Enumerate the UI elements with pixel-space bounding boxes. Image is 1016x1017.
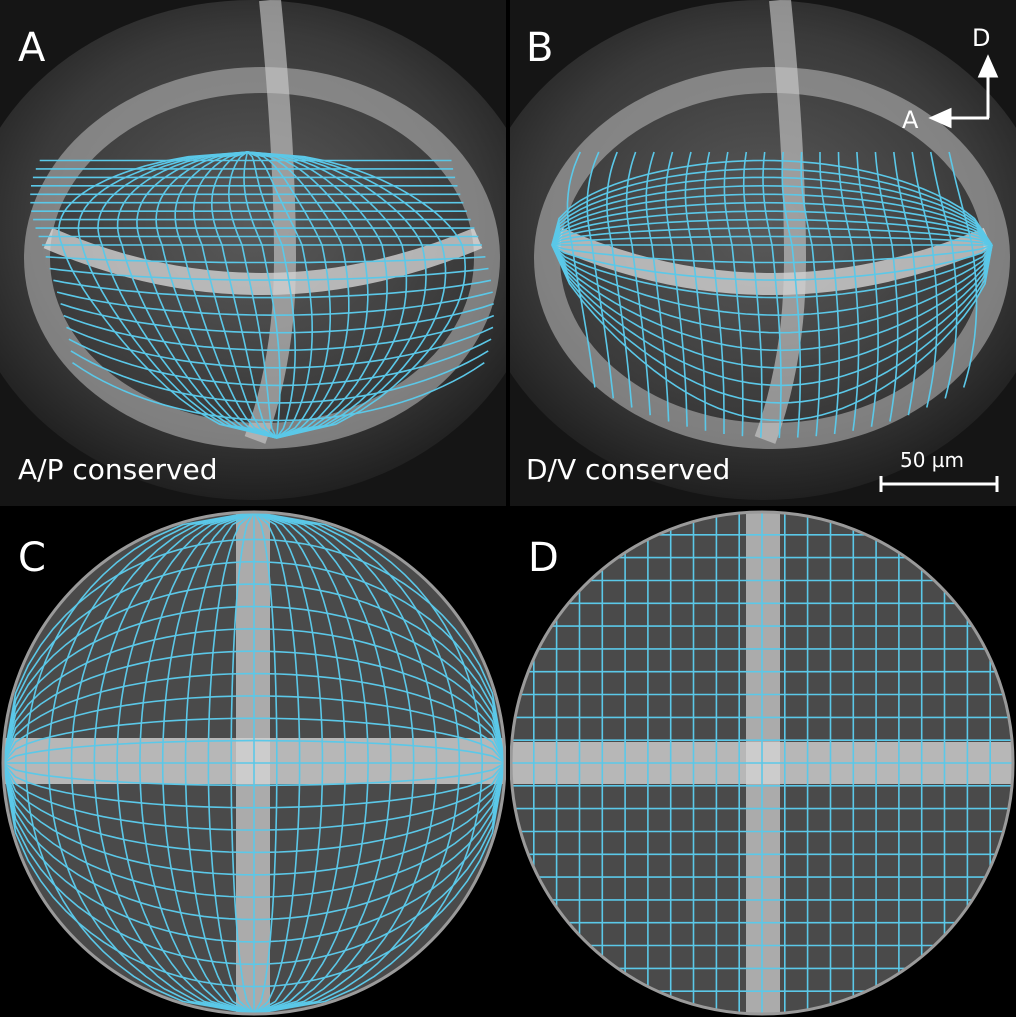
grid-row: [49, 267, 489, 281]
grid-parallel: [2, 627, 506, 764]
grid-row: [551, 244, 993, 422]
panel-letter: B: [526, 25, 554, 71]
grid-parallel: [2, 605, 506, 764]
grid-parallel: [2, 762, 506, 921]
ap-conserved-disc-grid: [2, 511, 506, 1015]
grid-row: [53, 279, 492, 299]
grid-row: [551, 244, 993, 317]
grid-row: [551, 244, 993, 264]
dorsal-arrowhead: [977, 54, 999, 78]
panel-letter: A: [18, 25, 46, 71]
grid-parallel: [2, 739, 506, 764]
grid-parallel: [2, 762, 506, 854]
panel-b-image: [510, 0, 1016, 506]
ap-boundary-stripe: [244, 0, 297, 444]
grid-parallel: [2, 717, 506, 764]
grid-row: [551, 235, 993, 246]
grid-row: [551, 244, 993, 334]
grid-row: [56, 291, 493, 317]
dv-conserved-grid: [551, 151, 993, 439]
grid-parallel: [2, 762, 506, 787]
grid-row: [551, 244, 993, 299]
grid-row: [551, 210, 993, 246]
scale-bar-label: 50 µm: [900, 448, 965, 472]
grid-row: [551, 193, 993, 246]
grid-parallel: [2, 695, 506, 764]
grid-parallel: [2, 560, 506, 764]
panel-letter: C: [18, 535, 46, 581]
anterior-label: A: [902, 106, 919, 134]
grid-parallel: [2, 538, 506, 764]
panel-letter: D: [528, 535, 559, 581]
grid-parallel: [2, 762, 506, 809]
grid-parallel: [2, 672, 506, 764]
panel-a: A A/P conserved: [0, 0, 506, 506]
disc-outline: [1, 510, 506, 1016]
anterior-arrowhead: [928, 107, 952, 129]
grid-row: [551, 244, 993, 369]
panel-c-image: [0, 510, 506, 1017]
dv-conserved-disc-grid: [511, 512, 1013, 1014]
grid-row: [60, 303, 494, 334]
grid-row: [551, 218, 993, 246]
grid-row: [551, 244, 993, 352]
grid-row: [68, 338, 492, 387]
panel-a-image: [0, 0, 506, 506]
grid-parallel: [2, 762, 506, 899]
grid-row: [551, 227, 993, 246]
grid-row: [551, 184, 993, 246]
grid-parallel: [2, 762, 506, 831]
grid-row: [70, 350, 489, 404]
panel-caption: D/V conserved: [526, 453, 731, 486]
panel-c: C: [0, 510, 506, 1017]
panel-caption: A/P conserved: [18, 453, 218, 486]
grid-row: [551, 244, 993, 404]
grid-parallel: [2, 762, 506, 943]
grid-row: [551, 201, 993, 246]
dorsal-label: D: [972, 24, 991, 52]
grid-row: [66, 326, 494, 369]
grid-row: [551, 176, 993, 246]
panel-b: B D A D/V conserved 50 µm: [510, 0, 1016, 506]
ap-conserved-grid: [30, 151, 495, 439]
grid-parallel: [2, 583, 506, 764]
grid-row: [72, 362, 485, 422]
orientation-arrows: [928, 54, 999, 129]
grid-row: [551, 159, 993, 246]
grid-parallel: [2, 762, 506, 988]
grid-row: [551, 244, 993, 387]
panel-d: D: [510, 510, 1016, 1017]
grid-row: [63, 314, 495, 352]
dv-boundary-stripe: [553, 227, 993, 295]
disc-outline: [510, 510, 1015, 1016]
grid-parallel: [2, 650, 506, 764]
grid-parallel: [2, 762, 506, 876]
grid-row: [551, 244, 993, 281]
scale-bar: [879, 476, 999, 492]
grid-parallel: [2, 762, 506, 966]
grid-row: [551, 168, 993, 246]
ap-boundary-stripe: [754, 0, 807, 444]
grid-row: [45, 256, 486, 264]
panel-d-image: [510, 510, 1016, 1017]
